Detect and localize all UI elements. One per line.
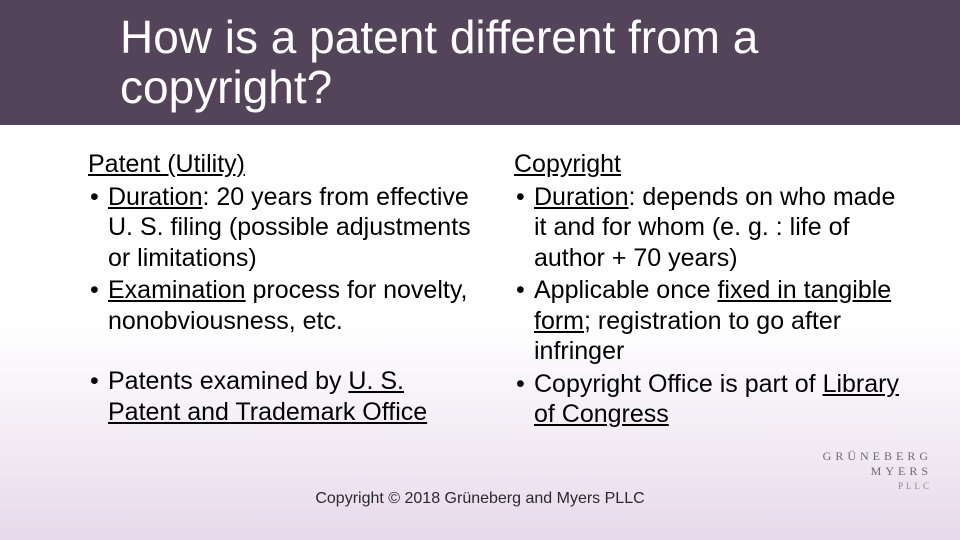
left-b3-pre: Patents examined by xyxy=(108,367,348,395)
right-heading: Copyright xyxy=(514,149,900,180)
left-bullet-2: Examination process for novelty, nonobvi… xyxy=(88,275,474,336)
right-b2-pre: Applicable once xyxy=(534,276,717,304)
left-b2-underlined: Examination xyxy=(108,276,246,304)
slide: How is a patent different from a copyrig… xyxy=(0,0,960,540)
slide-title: How is a patent different from a copyrig… xyxy=(120,13,960,112)
left-bullet-3: Patents examined by U. S. Patent and Tra… xyxy=(88,366,474,427)
firm-logo: GRÜNEBERG MYERS PLLC xyxy=(823,449,932,492)
content-area: Patent (Utility) Duration: 20 years from… xyxy=(0,125,960,430)
left-column: Patent (Utility) Duration: 20 years from… xyxy=(88,149,474,430)
right-b1-underlined: Duration xyxy=(534,183,629,211)
footer-copyright: Copyright © 2018 Grüneberg and Myers PLL… xyxy=(0,490,960,508)
logo-line-2: MYERS xyxy=(823,464,932,479)
right-column: Copyright Duration: depends on who made … xyxy=(514,149,900,430)
left-bullet-1: Duration: 20 years from effective U. S. … xyxy=(88,182,474,274)
right-bullet-1: Duration: depends on who made it and for… xyxy=(514,182,900,274)
right-bullet-2: Applicable once fixed in tangible form; … xyxy=(514,275,900,367)
right-bullet-3: Copyright Office is part of Library of C… xyxy=(514,369,900,430)
spacer xyxy=(88,336,474,364)
right-b3-pre: Copyright Office is part of xyxy=(534,370,823,398)
left-heading: Patent (Utility) xyxy=(88,149,474,180)
left-b1-underlined: Duration xyxy=(108,183,203,211)
logo-line-3: PLLC xyxy=(823,481,932,492)
title-bar: How is a patent different from a copyrig… xyxy=(0,0,960,125)
logo-line-1: GRÜNEBERG xyxy=(823,449,932,464)
